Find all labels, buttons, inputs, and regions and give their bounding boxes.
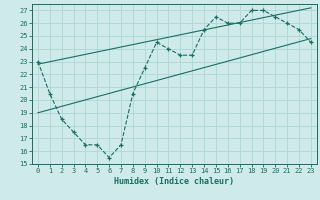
X-axis label: Humidex (Indice chaleur): Humidex (Indice chaleur) — [115, 177, 234, 186]
